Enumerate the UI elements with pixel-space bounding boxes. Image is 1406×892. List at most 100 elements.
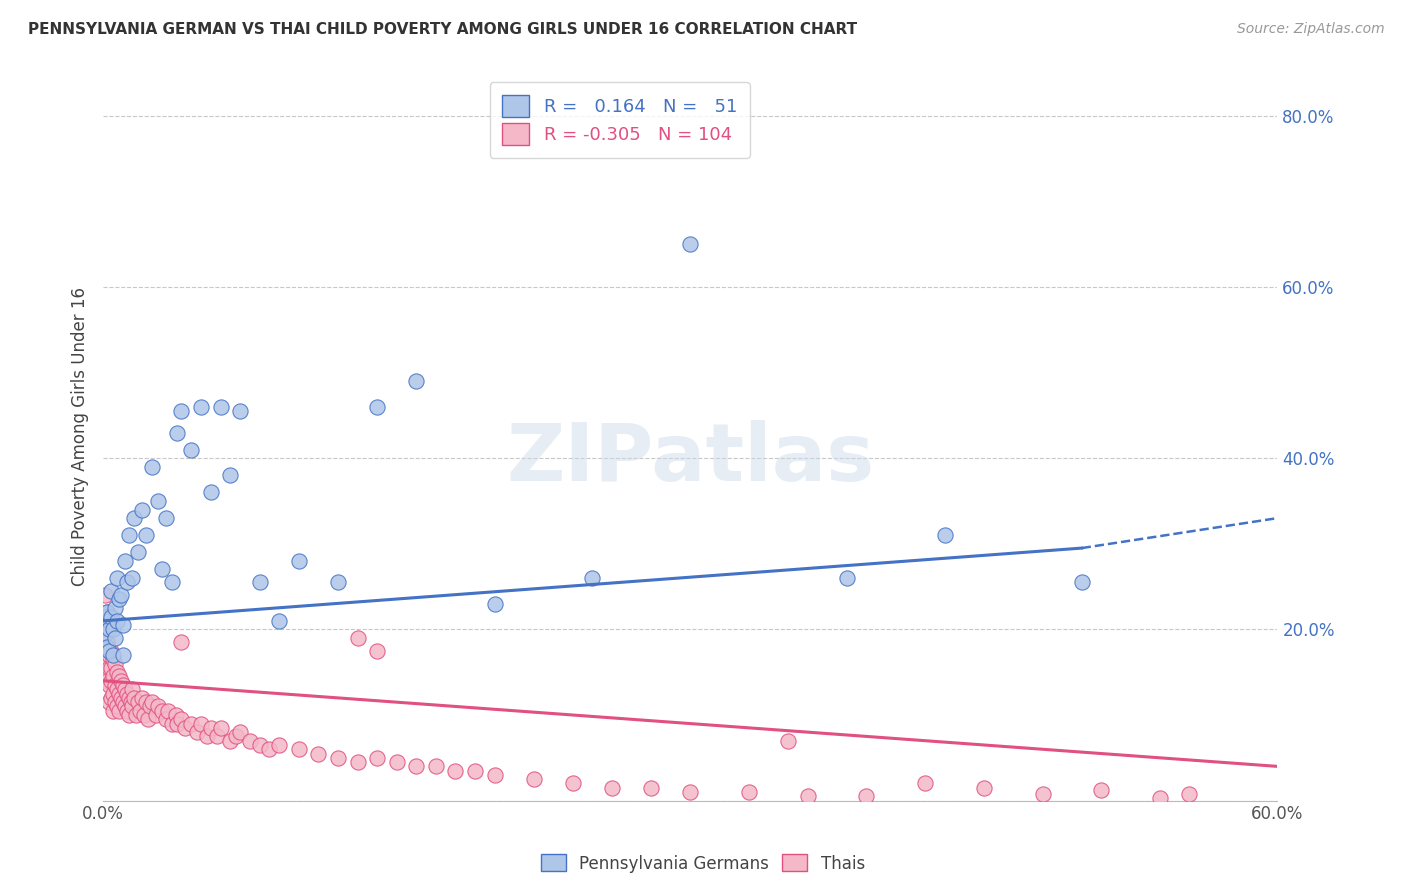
Point [105, 682, 128, 697]
Point [484, 768, 506, 782]
Point [111, 648, 134, 662]
Point [96, 635, 118, 649]
Point [98, 678, 121, 692]
Point [186, 725, 208, 739]
Point [405, 759, 427, 773]
Point [366, 400, 388, 414]
Point [1178, 787, 1201, 801]
Point [835, 571, 858, 585]
Point [117, 528, 139, 542]
Point [150, 562, 173, 576]
Point [326, 751, 349, 765]
Point [778, 733, 800, 747]
Point [523, 772, 546, 787]
Point [98, 644, 121, 658]
Point [190, 716, 212, 731]
Point [107, 687, 129, 701]
Point [160, 575, 183, 590]
Legend: Pennsylvania Germans, Thais: Pennsylvania Germans, Thais [534, 847, 872, 880]
Point [101, 704, 124, 718]
Point [120, 695, 142, 709]
Point [934, 528, 956, 542]
Point [121, 682, 143, 697]
Point [96, 673, 118, 688]
Point [101, 687, 124, 701]
Point [111, 618, 134, 632]
Point [104, 678, 127, 692]
Point [405, 374, 427, 388]
Point [117, 708, 139, 723]
Point [190, 400, 212, 414]
Point [98, 623, 121, 637]
Point [170, 404, 193, 418]
Point [101, 648, 124, 662]
Point [170, 635, 193, 649]
Point [259, 742, 281, 756]
Point [219, 733, 242, 747]
Point [98, 661, 121, 675]
Point [155, 511, 177, 525]
Point [165, 708, 187, 723]
Text: Source: ZipAtlas.com: Source: ZipAtlas.com [1237, 22, 1385, 37]
Point [1070, 575, 1092, 590]
Point [205, 730, 228, 744]
Point [100, 644, 122, 658]
Point [156, 704, 179, 718]
Point [114, 554, 136, 568]
Point [366, 644, 388, 658]
Point [180, 442, 202, 457]
Point [94, 609, 117, 624]
Point [98, 695, 121, 709]
Point [249, 738, 271, 752]
Point [1031, 787, 1053, 801]
Point [581, 571, 603, 585]
Point [101, 652, 124, 666]
Point [160, 716, 183, 731]
Point [117, 690, 139, 705]
Point [288, 554, 311, 568]
Point [121, 699, 143, 714]
Point [425, 759, 447, 773]
Point [105, 571, 128, 585]
Point [219, 468, 242, 483]
Point [135, 528, 157, 542]
Point [98, 648, 121, 662]
Point [104, 631, 127, 645]
Point [127, 545, 149, 559]
Point [134, 708, 156, 723]
Point [225, 730, 247, 744]
Point [101, 623, 124, 637]
Point [209, 721, 232, 735]
Point [105, 665, 128, 680]
Text: ZIPatlas: ZIPatlas [506, 419, 875, 498]
Point [288, 742, 311, 756]
Point [131, 690, 153, 705]
Point [131, 502, 153, 516]
Point [239, 733, 262, 747]
Point [100, 661, 122, 675]
Point [100, 609, 122, 624]
Point [269, 614, 291, 628]
Point [110, 588, 132, 602]
Point [1090, 783, 1112, 797]
Point [229, 725, 252, 739]
Point [170, 712, 193, 726]
Point [307, 747, 329, 761]
Point [166, 425, 188, 440]
Point [136, 712, 159, 726]
Point [104, 695, 127, 709]
Point [111, 695, 134, 709]
Point [110, 673, 132, 688]
Point [146, 699, 169, 714]
Point [104, 657, 127, 671]
Point [914, 776, 936, 790]
Point [121, 571, 143, 585]
Point [640, 780, 662, 795]
Point [444, 764, 467, 778]
Point [107, 669, 129, 683]
Point [180, 716, 202, 731]
Point [366, 751, 388, 765]
Y-axis label: Child Poverty Among Girls Under 16: Child Poverty Among Girls Under 16 [72, 287, 89, 586]
Point [146, 494, 169, 508]
Point [679, 237, 702, 252]
